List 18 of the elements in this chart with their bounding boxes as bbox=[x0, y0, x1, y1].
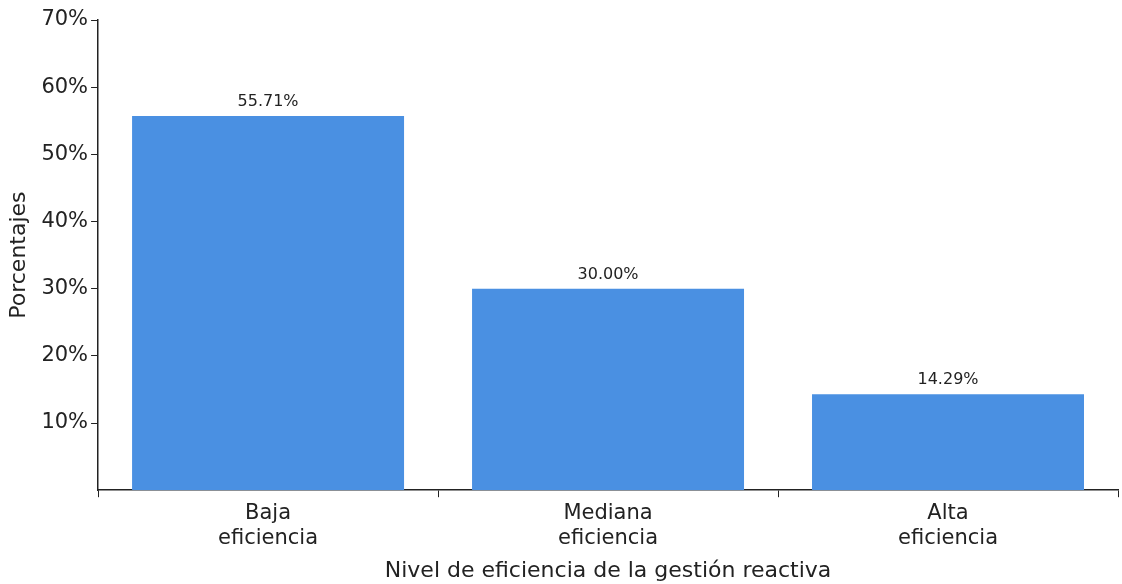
bar bbox=[812, 394, 1084, 491]
y-axis-title: Porcentajes bbox=[4, 191, 30, 319]
y-tick-label: 60% bbox=[41, 73, 89, 98]
y-tick-label: 40% bbox=[41, 207, 89, 232]
x-tick-label: Alta eficiencia bbox=[898, 500, 999, 550]
data-label: 55.71% bbox=[237, 91, 299, 111]
x-tick-label: Baja eficiencia bbox=[218, 500, 319, 550]
y-tick-label: 20% bbox=[41, 342, 89, 367]
bar bbox=[132, 115, 405, 491]
data-label: 30.00% bbox=[577, 263, 639, 283]
x-tick-label: Mediana eficiencia bbox=[558, 500, 659, 550]
y-tick-label: 10% bbox=[41, 409, 89, 434]
x-axis-title: Nivel de eficiencia de la gestión reactiva bbox=[384, 556, 832, 582]
y-tick-label: 50% bbox=[41, 140, 89, 165]
y-tick-label: 30% bbox=[41, 275, 89, 300]
bar bbox=[472, 288, 745, 491]
y-tick-label: 70% bbox=[41, 6, 89, 31]
data-label: 14.29% bbox=[917, 369, 979, 389]
